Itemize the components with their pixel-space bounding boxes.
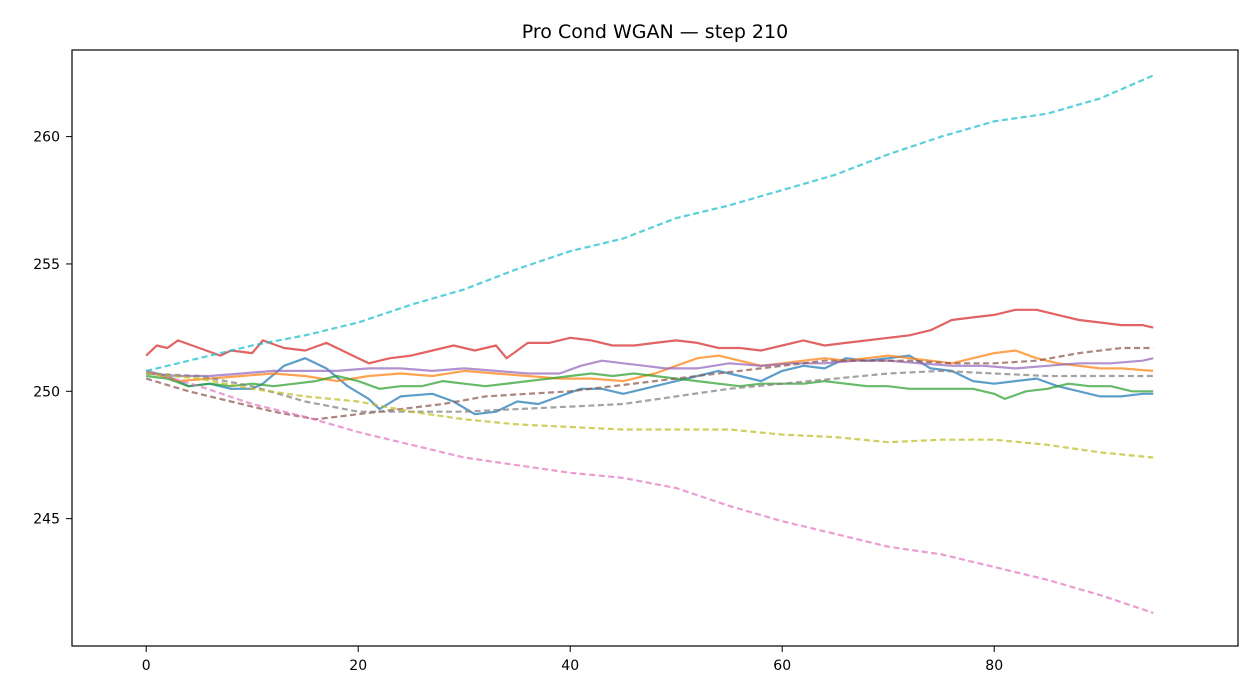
chart-title: Pro Cond WGAN — step 210 xyxy=(522,21,788,43)
series-line-6 xyxy=(145,369,1154,614)
y-tick-label-1: 250 xyxy=(33,384,60,400)
series-line-8 xyxy=(146,372,1154,459)
y-tick-label-3: 260 xyxy=(33,130,60,146)
y-tick-label-0: 245 xyxy=(33,512,60,528)
axes-layer: 0 20 40 60 80 245 250 255 260 xyxy=(33,130,1003,674)
series-line-3 xyxy=(145,308,1154,365)
series-line-4 xyxy=(146,357,1154,378)
series-line-7 xyxy=(146,369,1154,413)
plot-frame xyxy=(71,49,1239,647)
x-tick-label-3: 60 xyxy=(773,658,791,674)
series-line-0 xyxy=(145,354,1154,416)
x-tick-label-0: 0 xyxy=(142,658,151,674)
series-line-2 xyxy=(146,372,1154,400)
series-line-1 xyxy=(145,349,1154,383)
series-layer xyxy=(145,74,1154,614)
series-line-9 xyxy=(145,74,1154,372)
x-tick-label-2: 40 xyxy=(561,658,579,674)
x-tick-label-4: 80 xyxy=(985,658,1003,674)
x-tick-label-1: 20 xyxy=(349,658,367,674)
y-tick-label-2: 255 xyxy=(33,257,60,273)
